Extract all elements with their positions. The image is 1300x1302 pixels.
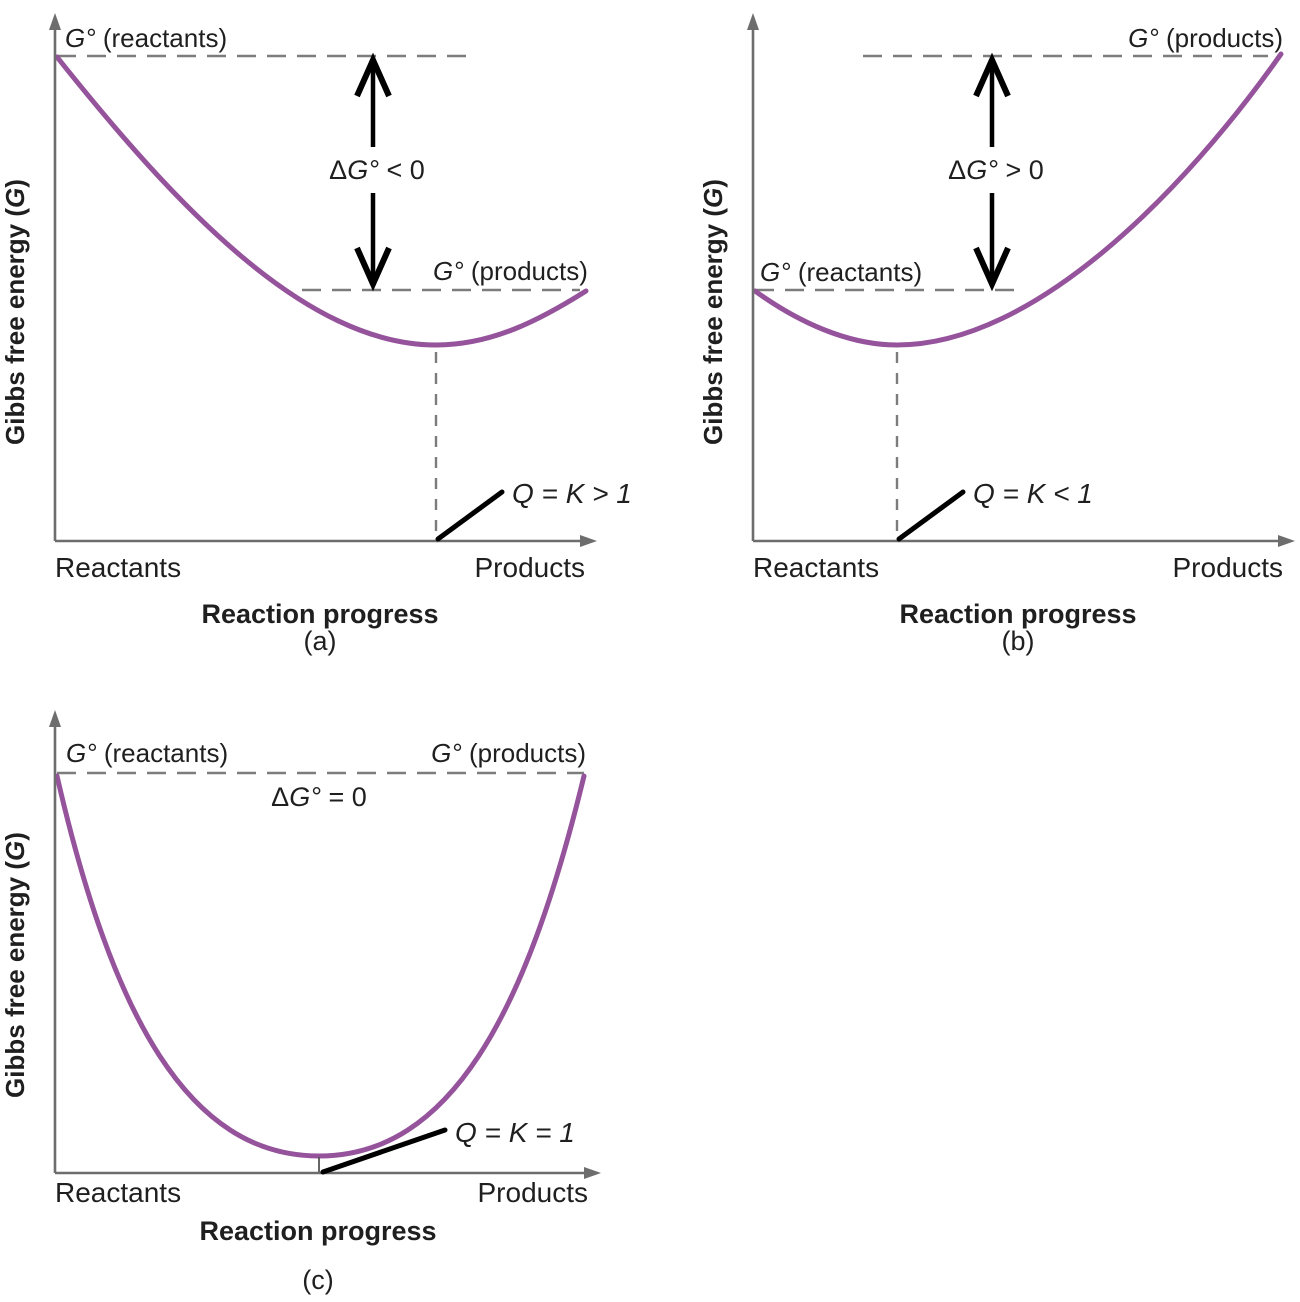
products-level-label-a: G° (products) [433, 256, 588, 286]
equilibrium-label-c: Q = K = 1 [455, 1117, 575, 1148]
gibbs-curve-a [54, 54, 589, 348]
y-axis-arrow-icon-c [49, 710, 61, 727]
x-start-label-c: Reactants [55, 1177, 181, 1208]
delta-g-arrow-a [354, 52, 392, 292]
x-end-label-b: Products [1173, 552, 1284, 583]
equilibrium-pointer-c [320, 1127, 448, 1175]
panel-a: G° (reactants) G° (products) ΔG° < 0 Q =… [0, 13, 632, 656]
x-end-label-c: Products [478, 1177, 589, 1208]
y-axis-arrow-icon-a [49, 13, 61, 30]
x-axis-title-b: Reaction progress [899, 599, 1136, 629]
products-level-label-c: G° (products) [431, 738, 586, 768]
x-axis-arrow-icon-c [584, 1167, 601, 1179]
y-axis-arrow-icon-b [747, 13, 759, 30]
y-axis-title-c: Gibbs free energy (G) [0, 832, 30, 1098]
equilibrium-label-b: Q = K < 1 [973, 478, 1093, 509]
equilibrium-pointer-a [435, 489, 505, 542]
x-axis-arrow-icon-a [580, 535, 597, 547]
x-axis-title-a: Reaction progress [201, 599, 438, 629]
y-axis-title-a: Gibbs free energy (G) [0, 179, 30, 445]
x-start-label-b: Reactants [753, 552, 879, 583]
equilibrium-pointer-b [896, 489, 966, 542]
panel-c: G° (reactants) G° (products) ΔG° = 0 Q =… [0, 710, 601, 1295]
reactants-level-label-a: G° (reactants) [65, 23, 227, 53]
x-end-label-a: Products [475, 552, 586, 583]
x-start-label-a: Reactants [55, 552, 181, 583]
gibbs-curve-b [752, 51, 1284, 348]
delta-g-label-a: ΔG° < 0 [329, 155, 425, 185]
equilibrium-label-a: Q = K > 1 [512, 478, 632, 509]
reactants-level-label-c: G° (reactants) [66, 738, 228, 768]
panel-caption-c: (c) [302, 1265, 333, 1295]
x-axis-title-c: Reaction progress [199, 1216, 436, 1246]
y-axis-title-b: Gibbs free energy (G) [698, 179, 728, 445]
panel-caption-b: (b) [1002, 626, 1035, 656]
gibbs-curve-c [54, 773, 587, 1159]
products-level-label-b: G° (products) [1128, 23, 1283, 53]
panel-b: G° (products) G° (reactants) ΔG° > 0 Q =… [698, 13, 1295, 656]
reactants-level-label-b: G° (reactants) [760, 257, 922, 287]
x-axis-arrow-icon-b [1278, 535, 1295, 547]
delta-g-label-b: ΔG° > 0 [948, 155, 1044, 185]
panel-caption-a: (a) [304, 626, 337, 656]
delta-g-arrow-b [973, 52, 1011, 292]
delta-g-label-c: ΔG° = 0 [271, 782, 367, 812]
